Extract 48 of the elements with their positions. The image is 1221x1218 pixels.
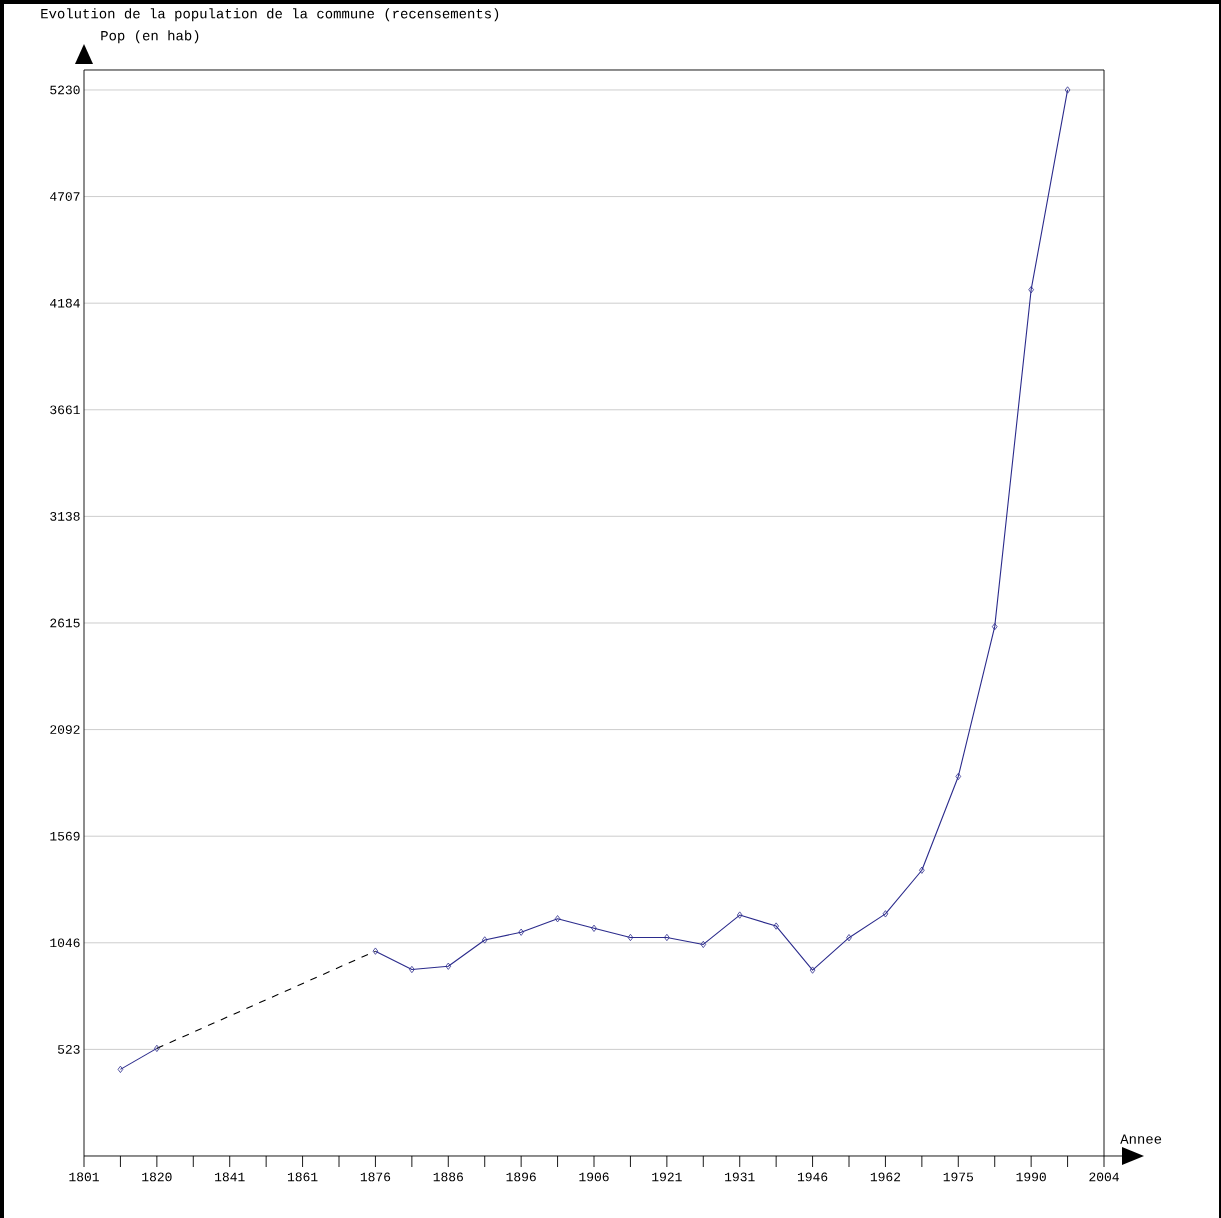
x-tick-label: 1886: [433, 1172, 463, 1182]
x-tick-label: 1921: [652, 1172, 682, 1182]
x-tick-label: 2004: [1089, 1172, 1119, 1182]
y-tick-label: 1046: [50, 938, 80, 948]
point: [919, 866, 925, 874]
x-tick-label: 1896: [506, 1172, 536, 1182]
y-tick-label: 3138: [50, 511, 80, 521]
point: [773, 922, 779, 930]
point: [518, 928, 524, 936]
point: [1064, 86, 1071, 94]
point: [700, 940, 707, 949]
point: [991, 623, 998, 631]
y-tick-label: 2092: [50, 725, 80, 734]
x-tick-label: 1931: [725, 1172, 755, 1182]
point: [736, 911, 743, 919]
x-tick-label: 1962: [870, 1172, 901, 1182]
point: [117, 1065, 124, 1073]
x-tick-label: 1946: [797, 1172, 828, 1182]
x-axis-title: Annee: [1120, 1134, 1162, 1144]
x-tick-label: 1975: [943, 1172, 974, 1182]
point: [955, 772, 962, 781]
x-tick-label: 1990: [1016, 1172, 1046, 1182]
y-tick-label: 3661: [50, 405, 80, 415]
point: [627, 933, 634, 942]
point: [846, 934, 852, 942]
x-tick-label: 1906: [579, 1172, 609, 1182]
y-axis-title: Pop (en hab): [101, 30, 199, 44]
point: [481, 936, 488, 944]
y-tick-label: 5230: [50, 85, 80, 95]
point: [154, 1044, 160, 1052]
point: [445, 962, 452, 970]
x-tick-label: 1820: [142, 1172, 172, 1182]
point: [372, 947, 379, 955]
x-tick-label: 1801: [69, 1172, 99, 1182]
point: [591, 924, 597, 932]
x-tick-label: 1841: [215, 1172, 245, 1182]
x-tick-label: 1861: [287, 1172, 318, 1182]
y-tick-label: 4184: [50, 298, 80, 308]
point: [809, 966, 816, 974]
y-tick-label: 4707: [50, 192, 80, 201]
point: [554, 915, 561, 923]
y-tick-label: 523: [57, 1044, 80, 1054]
y-tick-label: 1569: [50, 831, 80, 841]
x-tick-label: 1876: [360, 1172, 391, 1182]
point: [882, 910, 889, 918]
point: [1028, 286, 1034, 294]
y-tick-label: 2615: [50, 618, 80, 628]
chart-title: Evolution de la population de la commune (recensements): [41, 8, 499, 22]
